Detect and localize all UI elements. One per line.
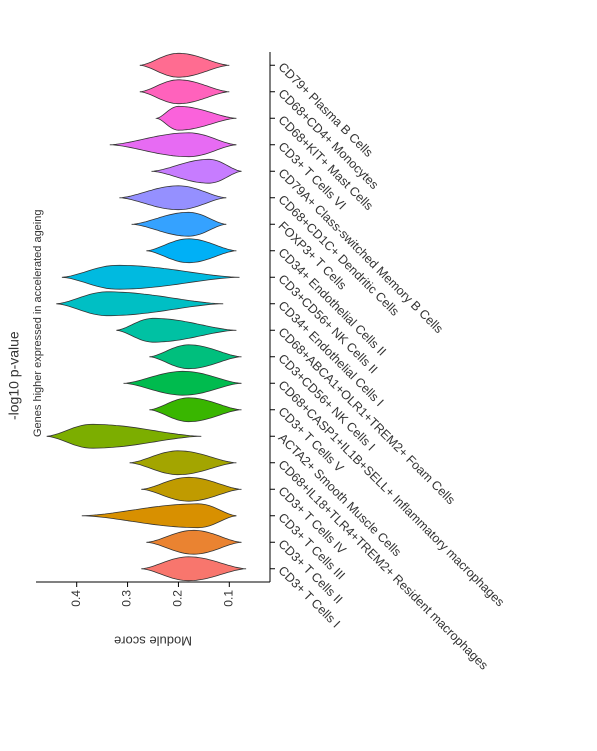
violin — [139, 52, 230, 78]
violin — [131, 211, 227, 237]
axis-title: Module score — [114, 634, 192, 649]
violin — [56, 291, 224, 317]
violin — [141, 556, 247, 582]
violin — [155, 105, 237, 131]
chart-title: -log10 p-value — [6, 331, 22, 420]
violin — [146, 529, 242, 555]
violin — [146, 238, 237, 264]
violin — [61, 264, 240, 290]
violin — [116, 317, 237, 343]
violin — [129, 450, 237, 476]
chart-subtitle: Genes higher expressed in accelerated ag… — [32, 210, 44, 437]
violin — [151, 158, 242, 184]
violin — [109, 132, 237, 158]
violin — [139, 79, 230, 105]
violin — [149, 397, 242, 423]
y-tick-label: 0.2 — [171, 590, 185, 607]
y-tick-label: 0.1 — [221, 590, 235, 607]
violin — [119, 185, 227, 211]
violin — [123, 370, 242, 396]
violin — [141, 476, 242, 502]
violin — [46, 423, 202, 449]
violin — [149, 344, 242, 370]
y-tick-label: 0.3 — [120, 590, 134, 607]
violin — [81, 503, 237, 529]
y-tick-label: 0.4 — [69, 590, 83, 607]
